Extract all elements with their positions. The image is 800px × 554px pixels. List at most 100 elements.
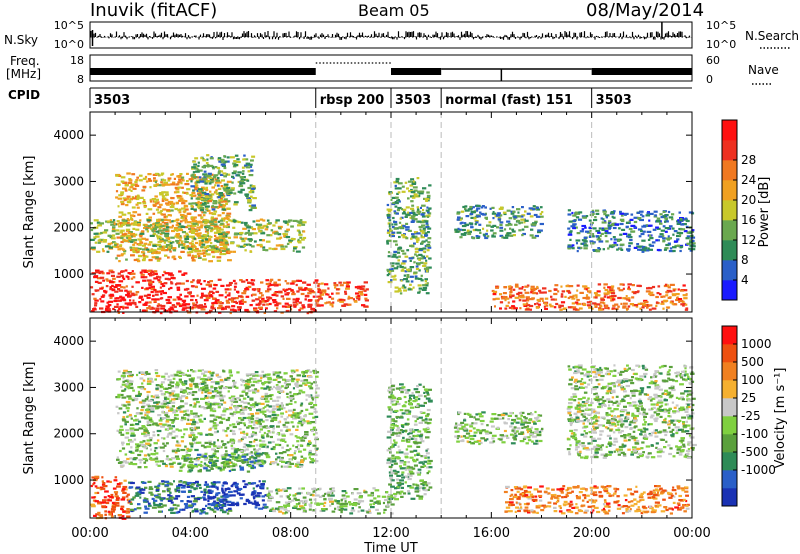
heatmap-cell (574, 213, 578, 216)
heatmap-cell (286, 487, 292, 490)
heatmap-cell (252, 496, 256, 499)
heatmap-cell (141, 259, 146, 262)
heatmap-cell (272, 385, 275, 388)
heatmap-cell (397, 248, 401, 251)
heatmap-cell (208, 182, 212, 185)
heatmap-cell (269, 387, 274, 391)
heatmap-cell (180, 436, 185, 439)
heatmap-cell (589, 301, 593, 304)
heatmap-cell (159, 203, 163, 206)
heatmap-cell (619, 212, 624, 215)
heatmap-cell (205, 188, 209, 192)
heatmap-cell (120, 270, 125, 273)
heatmap-cell (631, 296, 635, 299)
heatmap-cell (203, 498, 207, 501)
heatmap-cell (213, 176, 217, 179)
heatmap-cell (158, 304, 162, 307)
heatmap-cell (181, 308, 186, 311)
heatmap-cell (112, 219, 116, 222)
heatmap-cell (217, 177, 220, 180)
heatmap-cell (292, 506, 297, 509)
heatmap-cell (148, 284, 152, 287)
heatmap-cell (651, 307, 657, 310)
heatmap-cell (180, 182, 183, 185)
heatmap-cell (201, 294, 205, 297)
heatmap-cell (186, 449, 192, 452)
heatmap-cell (123, 286, 126, 289)
heatmap-cell (289, 461, 292, 464)
heatmap-cell (283, 425, 289, 428)
heatmap-cell (686, 235, 692, 238)
heatmap-cell (459, 236, 463, 239)
heatmap-cell (195, 203, 198, 206)
heatmap-cell (550, 298, 555, 301)
heatmap-cell (219, 241, 223, 244)
heatmap-cell (507, 285, 512, 288)
heatmap-cell (145, 511, 148, 514)
heatmap-cell (544, 297, 549, 300)
heatmap-cell (272, 301, 278, 304)
heatmap-cell (299, 411, 302, 414)
heatmap-cell (194, 448, 199, 452)
heatmap-cell (223, 493, 229, 496)
heatmap-cell (295, 498, 300, 502)
heatmap-cell (200, 209, 205, 212)
heatmap-cell (210, 306, 213, 309)
heatmap-cell (584, 230, 590, 233)
heatmap-cell (170, 276, 175, 280)
heatmap-cell (120, 286, 124, 289)
heatmap-cell (286, 416, 289, 419)
heatmap-cell (265, 290, 270, 293)
heatmap-cell (358, 290, 363, 294)
heatmap-cell (613, 238, 617, 241)
heatmap-cell (217, 236, 222, 239)
heatmap-cell (466, 230, 470, 233)
heatmap-cell (423, 220, 429, 223)
heatmap-cell (574, 294, 578, 297)
heatmap-cell (419, 228, 422, 231)
heatmap-cell (234, 502, 240, 505)
heatmap-cell (181, 273, 186, 276)
heatmap-cell (203, 197, 206, 200)
heatmap-cell (128, 500, 131, 503)
heatmap-cell (324, 302, 327, 305)
heatmap-cell (681, 232, 684, 235)
heatmap-cell (158, 276, 162, 279)
power-ylabel: Slant Range [km] (22, 156, 37, 269)
heatmap-cell (271, 507, 274, 510)
heatmap-cell (341, 490, 347, 493)
heatmap-cell (499, 221, 504, 224)
heatmap-cell (252, 197, 257, 200)
heatmap-cell (255, 219, 260, 222)
heatmap-cell (567, 306, 573, 309)
heatmap-cell (525, 296, 530, 299)
colorbar-frame (721, 119, 738, 301)
cpid-label-2: 3503 (395, 93, 431, 108)
heatmap-cell (289, 493, 292, 496)
heatmap-cell (186, 481, 192, 485)
heatmap-cell (191, 240, 194, 243)
heatmap-cell (388, 209, 392, 212)
heatmap-cell (126, 409, 130, 412)
heatmap-cell (142, 303, 148, 306)
heatmap-cell (122, 197, 126, 200)
heatmap-cell (136, 373, 139, 377)
heatmap-cell (223, 198, 228, 201)
heatmap-cell (545, 304, 549, 307)
heatmap-cell (113, 479, 118, 482)
heatmap-cell (418, 249, 423, 252)
heatmap-cell (499, 223, 503, 226)
heatmap-cell (293, 505, 298, 508)
heatmap-cell (205, 207, 209, 210)
heatmap-cell (126, 415, 129, 418)
heatmap-cell (122, 181, 127, 184)
heatmap-cell (147, 225, 151, 228)
heatmap-cell (282, 220, 288, 223)
heatmap-cell (211, 403, 217, 406)
heatmap-cell (112, 277, 116, 280)
heatmap-cell (261, 445, 266, 448)
heatmap-cell (146, 394, 150, 397)
heatmap-cell (222, 410, 227, 413)
heatmap-cell (261, 420, 265, 423)
heatmap-cell (619, 243, 625, 246)
